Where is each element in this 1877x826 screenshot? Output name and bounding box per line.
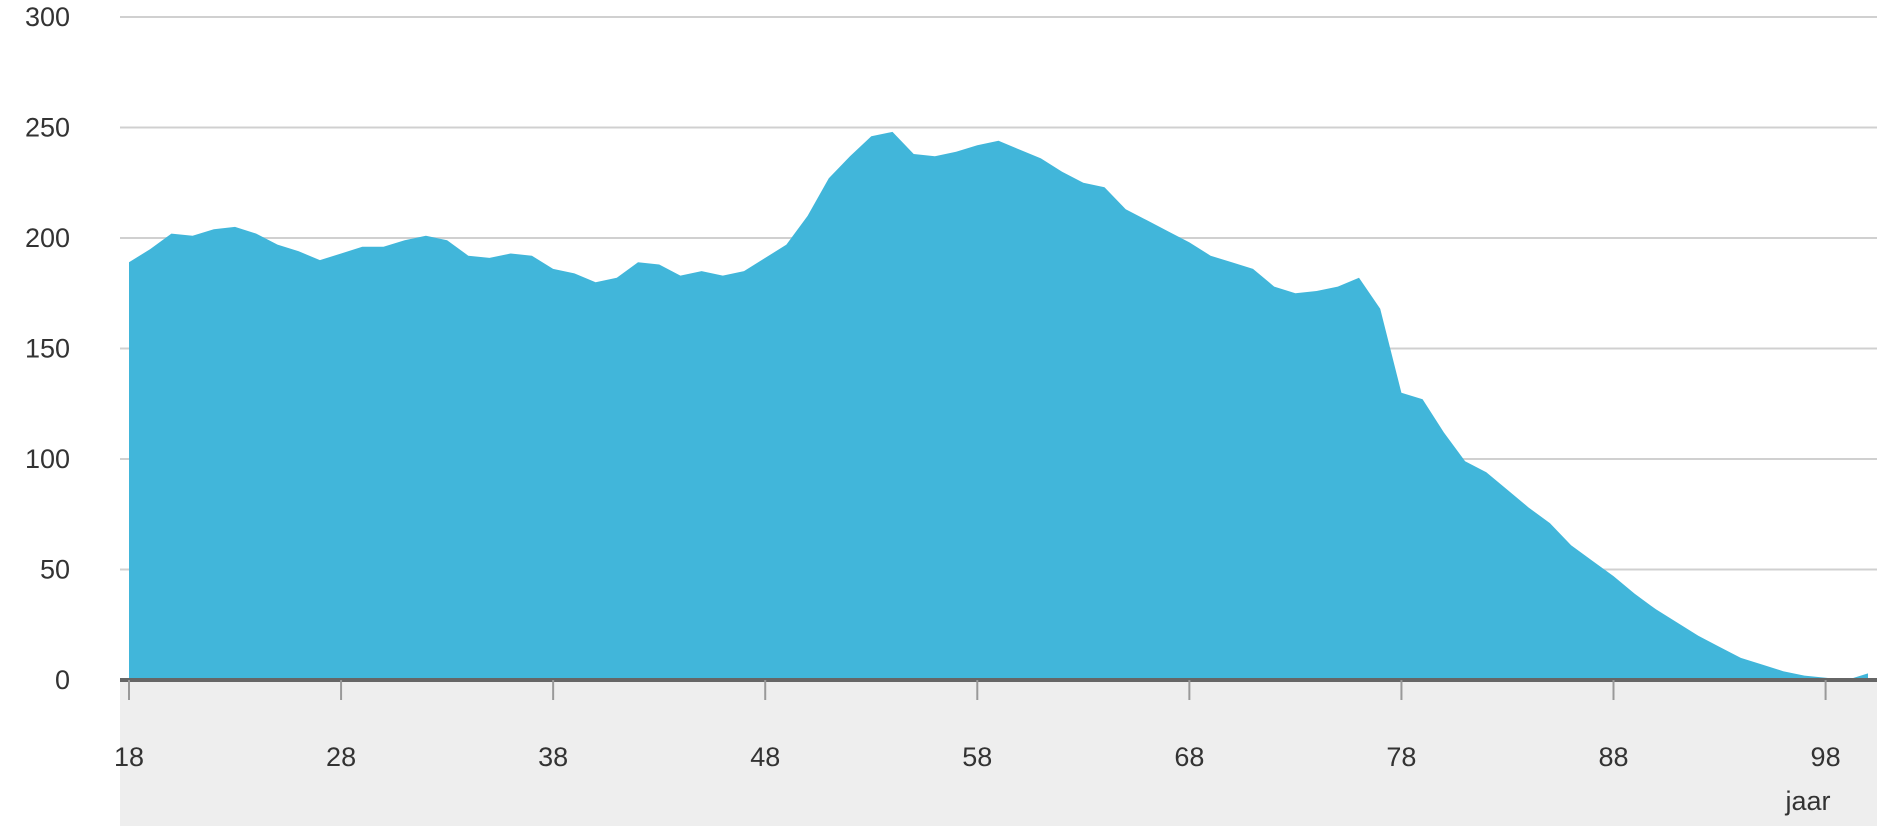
x-tick-label: 88 <box>1598 742 1628 772</box>
x-tick-label: 68 <box>1174 742 1204 772</box>
y-tick-label: 250 <box>25 113 70 143</box>
x-axis-band <box>120 680 1877 826</box>
x-tick-label: 78 <box>1386 742 1416 772</box>
x-tick-labels: 18 28 38 48 58 68 78 88 98 <box>114 742 1841 772</box>
x-tick-label: 18 <box>114 742 144 772</box>
y-tick-label: 300 <box>25 2 70 32</box>
x-tick-label: 48 <box>750 742 780 772</box>
y-tick-label: 50 <box>40 555 70 585</box>
x-tick-label: 58 <box>962 742 992 772</box>
x-tick-label: 28 <box>326 742 356 772</box>
x-tick-label: 98 <box>1811 742 1841 772</box>
x-tick-label: 38 <box>538 742 568 772</box>
x-ticks <box>128 680 1827 700</box>
x-axis-title: jaar <box>1784 786 1830 816</box>
y-tick-label: 150 <box>25 334 70 364</box>
y-tick-labels: 0 50 100 150 200 250 300 <box>25 2 70 695</box>
area-series <box>129 131 1868 680</box>
y-tick-label: 100 <box>25 444 70 474</box>
y-tick-label: 200 <box>25 223 70 253</box>
y-tick-label: 0 <box>55 665 70 695</box>
